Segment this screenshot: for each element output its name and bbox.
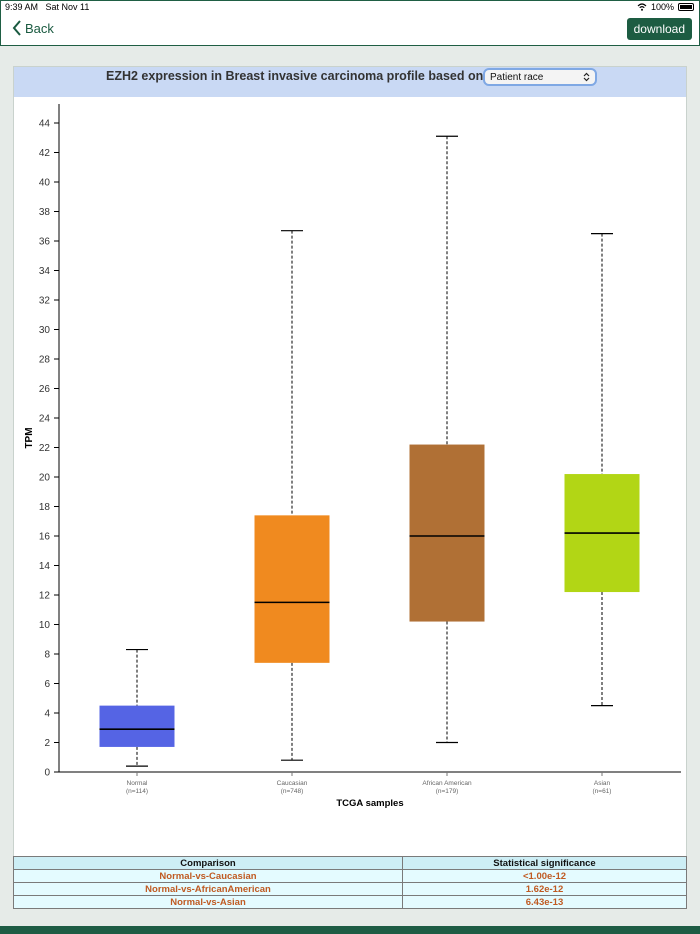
y-tick-label: 0 (44, 768, 50, 779)
y-tick-label: 4 (44, 709, 50, 720)
x-tick-label: Asian (594, 780, 611, 787)
status-right: 100% (637, 2, 694, 12)
x-tick-sample-size: (n=179) (436, 788, 459, 795)
header-comparison: Comparison (13, 856, 403, 870)
back-button[interactable]: Back (12, 20, 54, 36)
y-tick-label: 8 (44, 650, 50, 661)
y-tick-label: 32 (39, 296, 51, 307)
group-select[interactable]: Patient race (483, 68, 597, 86)
significance-cell: 1.62e-12 (402, 882, 687, 896)
select-value: Patient race (490, 71, 544, 83)
box-caucasian (254, 515, 330, 663)
y-tick-label: 16 (39, 532, 51, 543)
status-bar: 9:39 AM Sat Nov 11 100% (0, 0, 700, 14)
wifi-icon (637, 3, 647, 11)
significance-table: Comparison Statistical significance Norm… (13, 856, 687, 909)
box-african-american (409, 444, 485, 622)
y-tick-label: 42 (39, 148, 51, 159)
significance-cell: <1.00e-12 (402, 869, 687, 883)
bottom-bar (0, 926, 700, 934)
table-row: Normal-vs-Caucasian <1.00e-12 (13, 869, 687, 883)
y-tick-label: 38 (39, 207, 51, 218)
box-normal (99, 705, 175, 747)
card-header: EZH2 expression in Breast invasive carci… (14, 67, 686, 97)
chart-card: EZH2 expression in Breast invasive carci… (13, 66, 687, 908)
y-tick-label: 10 (39, 620, 51, 631)
y-tick-label: 30 (39, 325, 51, 336)
x-tick-label: Normal (127, 780, 149, 787)
y-tick-label: 40 (39, 178, 51, 189)
table-row: Normal-vs-Asian 6.43e-13 (13, 895, 687, 909)
y-tick-label: 18 (39, 502, 51, 513)
y-tick-label: 20 (39, 473, 51, 484)
x-axis-label: TCGA samples (336, 798, 403, 809)
table-header-row: Comparison Statistical significance (13, 856, 687, 870)
card-title: EZH2 expression in Breast invasive carci… (106, 69, 484, 83)
y-tick-label: 6 (44, 679, 50, 690)
back-label: Back (25, 20, 54, 36)
status-time: 9:39 AM Sat Nov 11 (5, 2, 90, 12)
header-significance: Statistical significance (402, 856, 687, 870)
y-tick-label: 44 (39, 119, 51, 130)
battery-icon (678, 3, 694, 11)
y-tick-label: 26 (39, 384, 51, 395)
y-tick-label: 22 (39, 443, 51, 454)
x-tick-sample-size: (n=61) (593, 788, 612, 795)
comparison-cell: Normal-vs-AfricanAmerican (13, 882, 403, 896)
x-tick-label: African American (422, 780, 472, 787)
x-tick-sample-size: (n=748) (281, 788, 304, 795)
chevron-left-icon (12, 20, 21, 36)
table-row: Normal-vs-AfricanAmerican 1.62e-12 (13, 882, 687, 896)
comparison-cell: Normal-vs-Caucasian (13, 869, 403, 883)
y-tick-label: 12 (39, 591, 51, 602)
y-tick-label: 2 (44, 738, 50, 749)
download-button[interactable]: download (626, 18, 692, 40)
y-tick-label: 28 (39, 355, 51, 366)
y-tick-label: 24 (39, 414, 51, 425)
y-tick-label: 14 (39, 561, 51, 572)
comparison-cell: Normal-vs-Asian (13, 895, 403, 909)
chevron-updown-icon (583, 72, 590, 82)
y-tick-label: 36 (39, 237, 51, 248)
significance-cell: 6.43e-13 (402, 895, 687, 909)
top-frame (0, 0, 700, 46)
y-tick-label: 34 (39, 266, 51, 277)
y-axis-label: TPM (24, 427, 35, 448)
battery-percent: 100% (650, 2, 674, 12)
boxplot-chart: 0246810121416182022242628303234363840424… (24, 104, 681, 809)
x-tick-sample-size: (n=114) (126, 788, 148, 795)
x-tick-label: Caucasian (277, 780, 308, 787)
